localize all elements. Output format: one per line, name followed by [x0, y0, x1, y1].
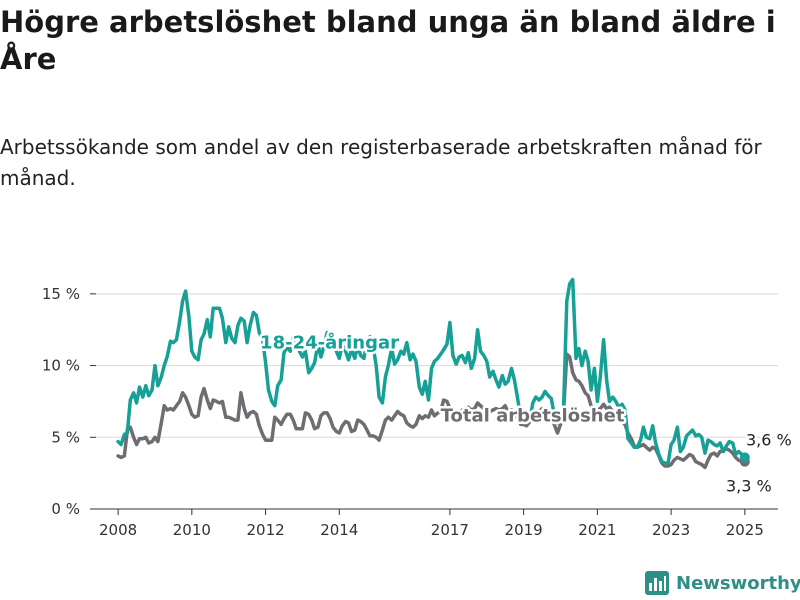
- x-tick-label: 2023: [652, 521, 690, 539]
- y-tick-label: 0 %: [51, 500, 80, 518]
- x-tick-label: 2025: [726, 521, 764, 539]
- series-label-total: Total arbetslöshet: [441, 406, 625, 427]
- end-label-youth: 3,6 %: [746, 430, 792, 449]
- brand-logo: Newsworthy: [645, 568, 800, 598]
- grid-lines: [96, 293, 778, 510]
- y-tick-label: 15 %: [42, 285, 80, 303]
- y-tick-label: 5 %: [51, 428, 80, 446]
- bar-chart-logo-icon: [645, 571, 669, 595]
- y-tick-label: 10 %: [42, 357, 80, 375]
- chart-subtitle: Arbetssökande som andel av den registerb…: [0, 135, 762, 190]
- x-tick-label: 2010: [173, 521, 211, 539]
- series-label-youth: 18-24-åringar: [260, 331, 399, 353]
- x-axis: 2008 2010 2012 2014 2017 2019 2021 2023 2025: [99, 509, 764, 539]
- x-tick-label: 2019: [505, 521, 543, 539]
- chart-title: Högre arbetslöshet bland unga än bland ä…: [0, 5, 776, 76]
- series-lines: [116, 277, 750, 470]
- series-endpoint-youth: [739, 452, 750, 463]
- series-line-total: [116, 352, 747, 470]
- x-tick-label: 2017: [431, 521, 469, 539]
- series-line-youth: [116, 277, 747, 465]
- y-axis: 0 % 5 % 10 % 15 %: [42, 285, 96, 518]
- series-labels: 18-24-åringar Total arbetslöshet 3,6 % 3,3 …: [258, 329, 795, 498]
- x-tick-label: 2021: [578, 521, 616, 539]
- x-tick-label: 2014: [320, 521, 358, 539]
- end-label-total: 3,3 %: [726, 477, 772, 496]
- line-chart: 0 %5 %10 %15 % 2008 2010 2012 2014 2017 2019 2…: [42, 277, 795, 539]
- brand-name: Newsworthy: [676, 572, 800, 594]
- x-tick-label: 2008: [99, 521, 137, 539]
- x-tick-label: 2012: [246, 521, 284, 539]
